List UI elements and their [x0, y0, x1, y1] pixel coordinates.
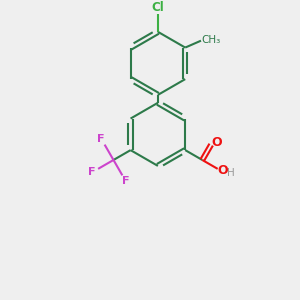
Text: O: O [212, 136, 222, 149]
Text: F: F [98, 134, 105, 144]
Text: H: H [226, 168, 234, 178]
Text: F: F [88, 167, 96, 177]
Text: O: O [217, 164, 228, 177]
Text: Cl: Cl [152, 1, 164, 13]
Text: CH₃: CH₃ [201, 35, 220, 45]
Text: F: F [122, 176, 130, 186]
